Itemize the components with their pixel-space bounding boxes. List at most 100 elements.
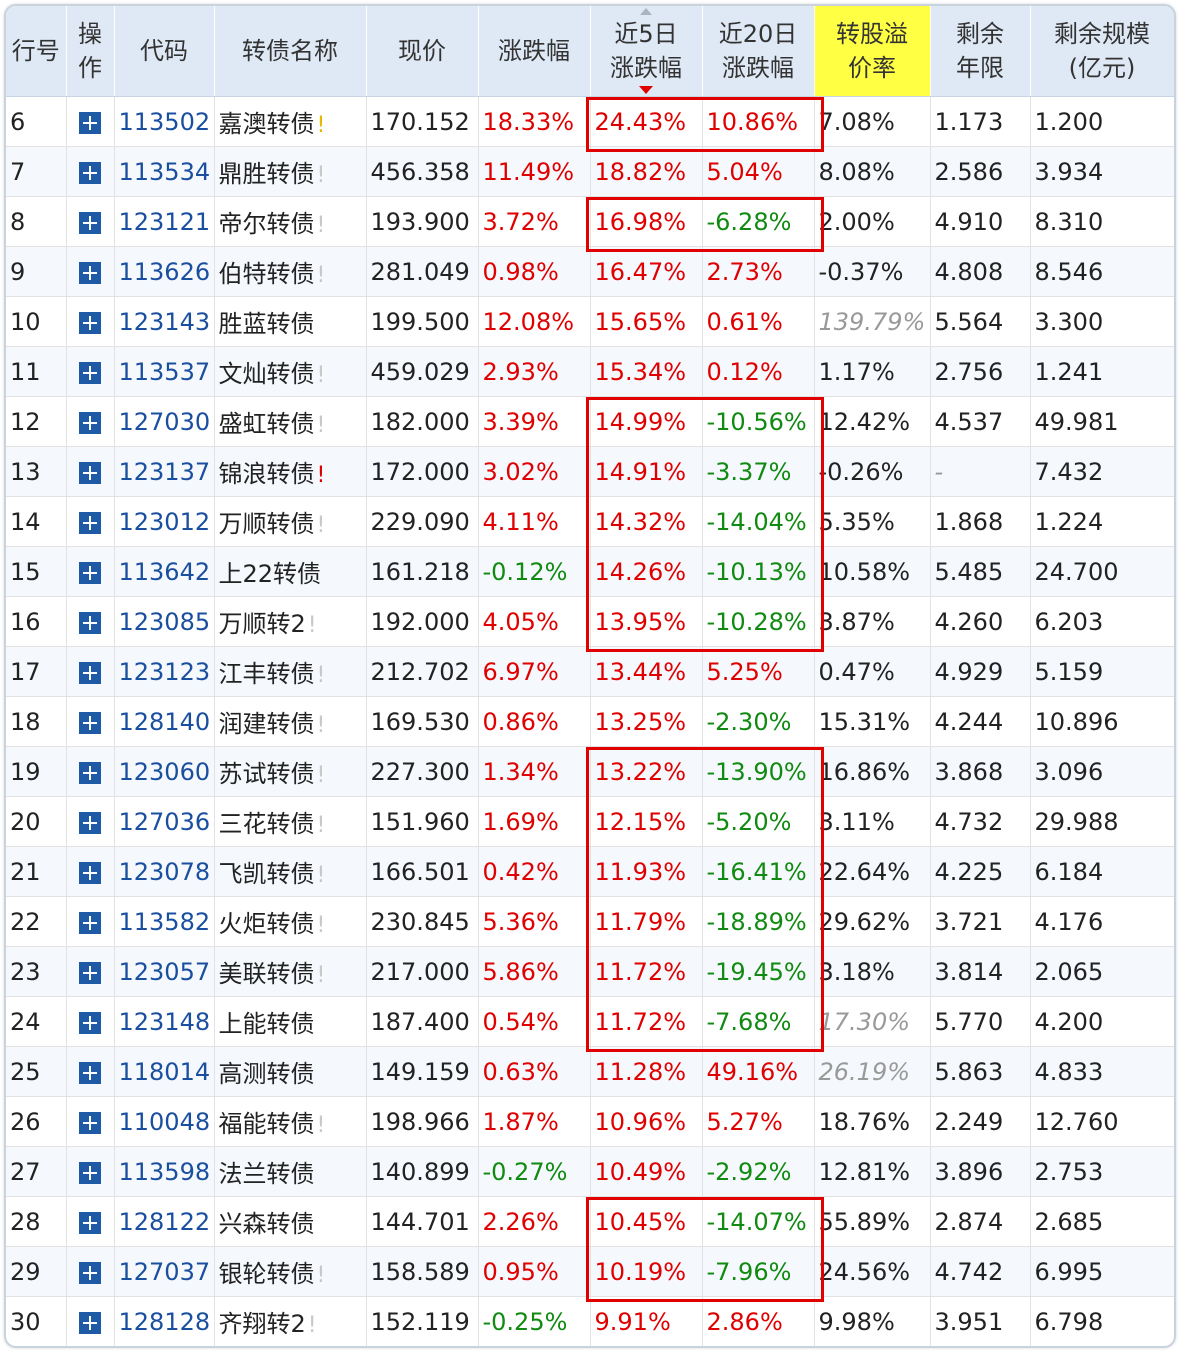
plus-square-icon[interactable] [79,211,101,234]
row-action[interactable] [66,596,115,647]
header-price[interactable]: 现价 [366,6,479,97]
bond-name-cell[interactable]: 飞凯转债! [214,846,367,897]
bond-name-cell[interactable]: 齐翔转2! [214,1296,367,1346]
table-row[interactable]: 9 113626 伯特转债! 281.049 0.98% 16.47% 2.73% -0.37… [6,246,1174,297]
plus-square-icon[interactable] [79,161,101,184]
plus-square-icon[interactable] [79,1311,101,1334]
row-action[interactable] [66,196,115,247]
plus-square-icon[interactable] [79,861,101,884]
bond-name[interactable]: 润建转债 [218,710,315,738]
plus-square-icon[interactable] [79,961,101,984]
header-change-5d[interactable]: 近5日涨跌幅 [590,6,703,97]
bond-name[interactable]: 万顺转2 [218,610,306,638]
header-change-20d[interactable]: 近20日涨跌幅 [702,6,815,97]
row-action[interactable] [66,496,115,547]
table-row[interactable]: 6 113502 嘉澳转债! 170.152 18.33% 24.43% 10.86% 7.0… [6,96,1174,147]
bond-name-cell[interactable]: 兴森转债 [214,1196,367,1247]
header-size-left[interactable]: 剩余规模(亿元) [1030,6,1174,97]
row-action[interactable] [66,546,115,597]
plus-square-icon[interactable] [79,1211,101,1234]
bond-code[interactable]: 123060 [114,746,215,797]
bond-name[interactable]: 齐翔转2 [218,1310,306,1338]
header-row-no[interactable]: 行号 [6,6,67,97]
row-action[interactable] [66,346,115,397]
table-row[interactable]: 21 123078 飞凯转债! 166.501 0.42% 11.93% -16.41% 22… [6,846,1174,897]
bond-code[interactable]: 113626 [114,246,215,297]
table-row[interactable]: 7 113534 鼎胜转债! 456.358 11.49% 18.82% 5.04% 8.08… [6,146,1174,197]
table-row[interactable]: 8 123121 帝尔转债! 193.900 3.72% 16.98% -6.28% 2.00… [6,196,1174,247]
bond-name[interactable]: 福能转债 [218,1110,315,1138]
bond-name-cell[interactable]: 福能转债! [214,1096,367,1147]
bond-name[interactable]: 上能转债 [218,1010,315,1038]
plus-square-icon[interactable] [79,561,101,584]
table-row[interactable]: 10 123143 胜蓝转债 199.500 12.08% 15.65% 0.61% 139.… [6,296,1174,347]
bond-name-cell[interactable]: 三花转债! [214,796,367,847]
table-row[interactable]: 23 123057 美联转债! 217.000 5.86% 11.72% -19.45% 3.… [6,946,1174,997]
header-conversion-premium[interactable]: 转股溢价率 [814,6,931,97]
bond-name-cell[interactable]: 法兰转债 [214,1146,367,1197]
plus-square-icon[interactable] [79,411,101,434]
table-row[interactable]: 30 128128 齐翔转2! 152.119 -0.25% 9.91% 2.86% 9.98… [6,1296,1174,1346]
table-row[interactable]: 22 113582 火炬转债! 230.845 5.36% 11.79% -18.89% 29… [6,896,1174,947]
table-row[interactable]: 28 128122 兴森转债 144.701 2.26% 10.45% -14.07% 55.… [6,1196,1174,1247]
plus-square-icon[interactable] [79,761,101,784]
plus-square-icon[interactable] [79,661,101,684]
bond-code[interactable]: 113534 [114,146,215,197]
bond-code[interactable]: 123057 [114,946,215,997]
bond-code[interactable]: 123143 [114,296,215,347]
bond-code[interactable]: 123137 [114,446,215,497]
bond-name[interactable]: 上22转债 [218,560,322,588]
bond-name-cell[interactable]: 江丰转债! [214,646,367,697]
table-row[interactable]: 25 118014 高测转债 149.159 0.63% 11.28% 49.16% 26.1… [6,1046,1174,1097]
bond-code[interactable]: 113642 [114,546,215,597]
bond-code[interactable]: 123012 [114,496,215,547]
plus-square-icon[interactable] [79,911,101,934]
bond-name[interactable]: 银轮转债 [218,1260,315,1288]
bond-name-cell[interactable]: 美联转债! [214,946,367,997]
bond-code[interactable]: 110048 [114,1096,215,1147]
bond-name[interactable]: 锦浪转债 [218,460,315,488]
bond-name-cell[interactable]: 鼎胜转债! [214,146,367,197]
bond-code[interactable]: 113598 [114,1146,215,1197]
bond-code[interactable]: 128122 [114,1196,215,1247]
row-action[interactable] [66,696,115,747]
plus-square-icon[interactable] [79,361,101,384]
bond-name-cell[interactable]: 火炬转债! [214,896,367,947]
plus-square-icon[interactable] [79,1011,101,1034]
bond-name-cell[interactable]: 万顺转债! [214,496,367,547]
bond-code[interactable]: 127037 [114,1246,215,1297]
table-row[interactable]: 14 123012 万顺转债! 229.090 4.11% 14.32% -14.04% 5.… [6,496,1174,547]
bond-name[interactable]: 盛虹转债 [218,410,315,438]
row-action[interactable] [66,896,115,947]
bond-name[interactable]: 伯特转债 [218,260,315,288]
plus-square-icon[interactable] [79,461,101,484]
row-action[interactable] [66,96,115,147]
plus-square-icon[interactable] [79,711,101,734]
table-row[interactable]: 13 123137 锦浪转债! 172.000 3.02% 14.91% -3.37% -0.… [6,446,1174,497]
plus-square-icon[interactable] [79,611,101,634]
table-row[interactable]: 19 123060 苏试转债! 227.300 1.34% 13.22% -13.90% 16… [6,746,1174,797]
table-row[interactable]: 18 128140 润建转债! 169.530 0.86% 13.25% -2.30% 15.… [6,696,1174,747]
row-action[interactable] [66,746,115,797]
row-action[interactable] [66,146,115,197]
bond-code[interactable]: 118014 [114,1046,215,1097]
bond-name[interactable]: 高测转债 [218,1060,315,1088]
table-row[interactable]: 29 127037 银轮转债! 158.589 0.95% 10.19% -7.96% 24.… [6,1246,1174,1297]
bond-name-cell[interactable]: 盛虹转债! [214,396,367,447]
bond-name[interactable]: 美联转债 [218,960,315,988]
bond-name-cell[interactable]: 文灿转债! [214,346,367,397]
bond-name-cell[interactable]: 胜蓝转债 [214,296,367,347]
row-action[interactable] [66,946,115,997]
bond-name-cell[interactable]: 银轮转债! [214,1246,367,1297]
bond-code[interactable]: 128140 [114,696,215,747]
table-row[interactable]: 26 110048 福能转债! 198.966 1.87% 10.96% 5.27% 18.7… [6,1096,1174,1147]
plus-square-icon[interactable] [79,1261,101,1284]
bond-name[interactable]: 嘉澳转债 [218,110,315,138]
bond-name[interactable]: 三花转债 [218,810,315,838]
table-row[interactable]: 12 127030 盛虹转债! 182.000 3.39% 14.99% -10.56% 12… [6,396,1174,447]
bond-name-cell[interactable]: 伯特转债! [214,246,367,297]
bond-name[interactable]: 万顺转债 [218,510,315,538]
bond-code[interactable]: 113537 [114,346,215,397]
bond-name-cell[interactable]: 上22转债 [214,546,367,597]
bond-name[interactable]: 法兰转债 [218,1160,315,1188]
